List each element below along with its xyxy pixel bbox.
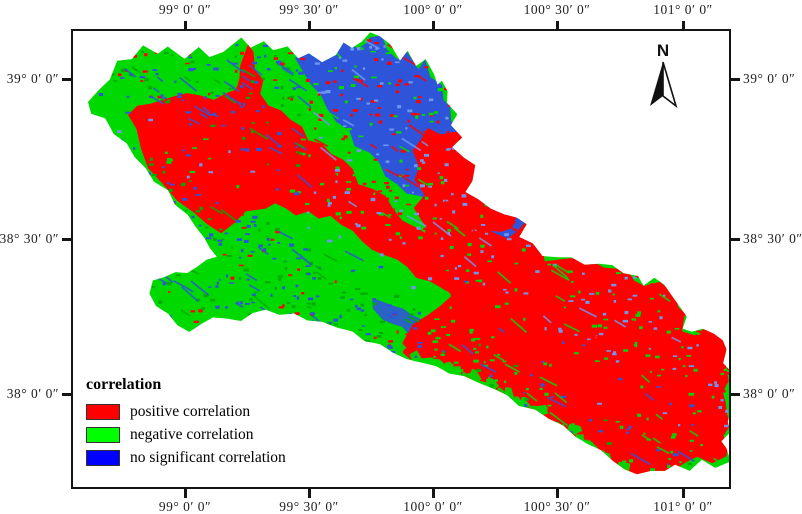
lat-label-left: 39° 0′ 0″ <box>6 71 59 86</box>
lon-label-bottom: 101° 0′ 0″ <box>653 499 713 514</box>
axis-tick <box>184 489 187 498</box>
legend: correlation positive correlation negativ… <box>86 376 286 472</box>
axis-tick <box>556 21 559 30</box>
legend-swatch-negative <box>86 426 120 443</box>
lon-label-top: 99° 30′ 0″ <box>279 2 339 17</box>
legend-item-negative: negative correlation <box>86 426 286 443</box>
lat-label-left: 38° 0′ 0″ <box>6 386 59 401</box>
axis-tick <box>62 238 72 241</box>
lon-label-top: 99° 0′ 0″ <box>158 2 212 17</box>
lon-label-top: 101° 0′ 0″ <box>653 2 713 17</box>
lat-label-right: 38° 30′ 0″ <box>743 231 802 246</box>
lon-label-bottom: 99° 30′ 0″ <box>279 499 339 514</box>
correlation-raster-map <box>88 32 729 475</box>
axis-tick <box>556 489 559 498</box>
legend-item-positive: positive correlation <box>86 403 286 420</box>
legend-item-no-significant: no significant correlation <box>86 449 286 466</box>
lat-label-right: 38° 0′ 0″ <box>743 386 796 401</box>
axis-tick <box>682 489 685 498</box>
north-arrow-icon <box>650 61 678 109</box>
lon-label-bottom: 99° 0′ 0″ <box>158 499 212 514</box>
legend-swatch-positive <box>86 403 120 420</box>
lon-label-bottom: 100° 0′ 0″ <box>403 499 463 514</box>
axis-tick <box>308 489 311 498</box>
legend-title: correlation <box>86 376 162 393</box>
axis-tick <box>432 21 435 30</box>
legend-label: no significant correlation <box>130 448 286 466</box>
north-arrow-label: N <box>656 41 670 60</box>
lon-label-bottom: 100° 30′ 0″ <box>523 499 591 514</box>
legend-label: negative correlation <box>130 425 254 443</box>
axis-tick <box>432 489 435 498</box>
axis-tick <box>730 238 740 241</box>
axis-tick <box>682 21 685 30</box>
axis-tick <box>730 393 740 396</box>
lon-label-top: 100° 0′ 0″ <box>403 2 463 17</box>
legend-label: positive correlation <box>130 402 251 420</box>
axis-tick <box>62 393 72 396</box>
axis-tick <box>184 21 187 30</box>
axis-tick <box>730 78 740 81</box>
axis-tick <box>308 21 311 30</box>
legend-swatch-no-significant <box>86 449 120 466</box>
lat-label-right: 39° 0′ 0″ <box>743 71 796 86</box>
axis-tick <box>62 78 72 81</box>
lat-label-left: 38° 30′ 0″ <box>0 231 59 246</box>
lon-label-top: 100° 30′ 0″ <box>523 2 591 17</box>
north-arrow: N <box>644 42 682 114</box>
